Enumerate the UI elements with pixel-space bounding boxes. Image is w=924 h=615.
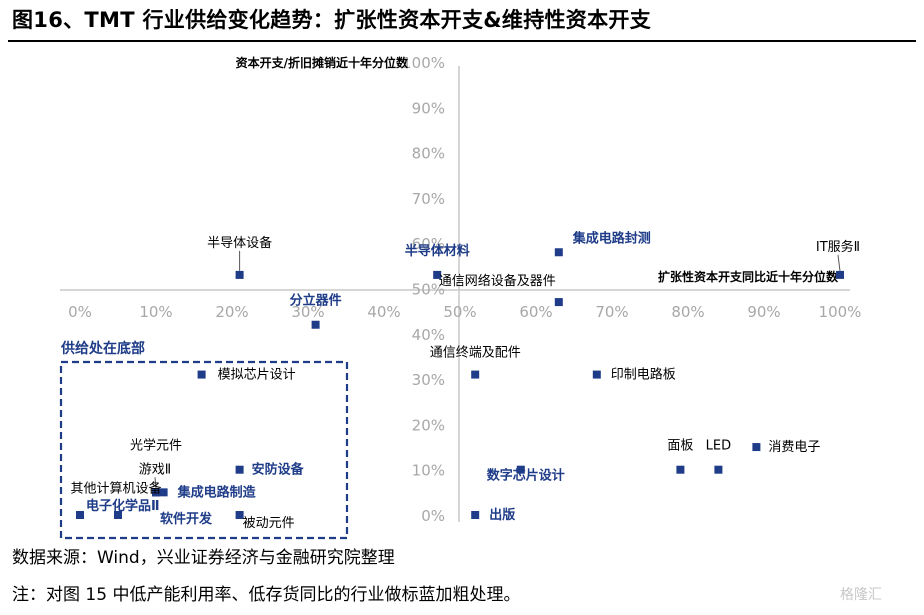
scatter-chart: 0% 10% 20% 30% 40% 50% 60% 70% 80% 90% 100% 0% 10% 20… [59, 54, 861, 540]
y-tick-label: 90% [412, 99, 445, 117]
data-point-marker [714, 465, 723, 474]
x-tick-label: 60% [519, 303, 552, 321]
x-tick-label: 40% [367, 303, 400, 321]
data-source-note: 数据来源：Wind，兴业证券经济与金融研究院整理 [12, 548, 395, 568]
data-point-label: 印制电路板 [611, 367, 676, 383]
data-point-label: 半导体设备 [207, 235, 272, 251]
data-point-label: 面板 [667, 439, 693, 454]
data-point-marker [433, 270, 442, 279]
figure-title: 图16、TMT 行业供给变化趋势：扩张性资本开支&维持性资本开支 [12, 8, 651, 32]
point-group: 通信网络设备及器件 [439, 273, 563, 307]
y-tick-label: 60% [412, 235, 445, 253]
data-point-label: IT服务Ⅱ [816, 239, 860, 255]
y-tick-label: 20% [412, 416, 445, 434]
bottom-supply-box [59, 360, 349, 540]
x-axis-title: 扩张性资本开支同比近十年分位数 [658, 269, 839, 284]
data-point-marker [836, 270, 844, 279]
watermark-logo: 格隆汇 [840, 587, 882, 603]
point-group: 模拟芯片设计 [197, 368, 296, 383]
data-point-label: 被动元件 [243, 516, 295, 531]
data-point-label: 安防设备 [252, 462, 305, 478]
y-tick-label: 30% [412, 371, 445, 389]
x-tick-label: 90% [747, 303, 780, 321]
data-point-label: 分立器件 [290, 293, 342, 309]
leader-line [154, 477, 157, 489]
leader-line [837, 254, 841, 271]
point-group: 消费电子 [752, 440, 820, 455]
data-point-marker [159, 488, 168, 497]
point-group: 集成电路制造 [159, 484, 257, 500]
point-group: 半导体材料 [405, 243, 470, 279]
x-tick-label: 20% [215, 303, 248, 321]
point-group: 分立器件 [290, 293, 342, 329]
axes: 0% 10% 20% 30% 40% 50% 60% 70% 80% 90% 100% 0% 10% 20… [60, 54, 861, 525]
data-point-marker [152, 488, 160, 497]
data-point-label: LED [706, 439, 731, 454]
data-point-marker [752, 443, 761, 452]
data-point-label: 其他计算机设备 [70, 480, 161, 496]
data-point-label: 电子化学品Ⅱ [86, 498, 160, 514]
data-point-marker [311, 320, 320, 329]
data-point-marker [235, 465, 244, 474]
y-tick-label: 80% [412, 145, 445, 163]
x-tick-label: 80% [671, 303, 704, 321]
data-point-marker [676, 465, 685, 474]
y-tick-label: 100% [402, 54, 445, 72]
point-group: 半导体设备 [207, 235, 272, 279]
data-point-marker [516, 465, 525, 474]
x-tick-label: 0% [68, 303, 92, 321]
point-group: 数字芯片设计 [487, 465, 565, 484]
data-point-marker [592, 370, 601, 379]
point-group: 通信终端及配件 [430, 345, 521, 379]
data-point-label: 光学元件 [130, 437, 182, 453]
data-point-marker [554, 248, 563, 257]
data-point-label: 通信网络设备及器件 [439, 273, 556, 289]
footnote: 注：对图 15 中低产能利用率、低存货同比的行业做标蓝加粗处理。 [12, 585, 521, 605]
y-tick-label: 70% [412, 190, 445, 208]
data-point-marker [76, 511, 84, 519]
x-tick-label: 10% [139, 303, 172, 321]
data-point-label: 消费电子 [768, 440, 820, 455]
point-group: 印制电路板 [592, 367, 676, 383]
data-point-label: 出版 [489, 507, 515, 523]
y-tick-label: 10% [412, 462, 445, 480]
point-group: 其他计算机设备 [70, 480, 162, 497]
data-point-label: 半导体材料 [405, 243, 470, 259]
data-point-label: 集成电路封测 [572, 230, 651, 246]
data-point-marker [235, 511, 244, 519]
x-tick-label: 50% [443, 303, 476, 321]
y-tick-label: 0% [421, 507, 445, 525]
point-group: 被动元件 [235, 511, 295, 531]
data-point-marker [197, 370, 206, 379]
data-point-marker [554, 298, 563, 307]
x-tick-label: 70% [595, 303, 628, 321]
data-point-label: 软件开发 [160, 511, 213, 527]
point-group: 安防设备 [235, 462, 305, 478]
y-tick-label: 50% [412, 281, 445, 299]
x-tick-label: 100% [819, 303, 862, 321]
data-point-marker [235, 270, 244, 279]
point-group: 出版 [471, 507, 515, 523]
data-point-marker [471, 370, 480, 379]
point-group: 软件开发 [114, 511, 213, 527]
y-tick-label: 40% [412, 326, 445, 344]
data-point-label: 数字芯片设计 [487, 468, 565, 484]
data-point-label: 通信终端及配件 [430, 345, 521, 361]
point-group: 电子化学品Ⅱ [76, 498, 160, 519]
bottom-supply-box-label: 供给处在底部 [60, 340, 145, 357]
data-point-label: 集成电路制造 [177, 484, 257, 500]
point-group: 面板 [667, 439, 693, 474]
point-group: 集成电路封测 [554, 230, 651, 257]
y-axis-title: 资本开支/折旧摊销近十年分位数 [236, 55, 409, 70]
point-group: LED [706, 439, 731, 474]
title-divider [8, 40, 916, 42]
annotation-box-layer: 供给处在底部 [59, 340, 349, 540]
data-point-marker [471, 511, 480, 519]
x-tick-label: 30% [291, 303, 324, 321]
data-point-label: 游戏Ⅱ [139, 462, 171, 477]
data-point-marker [114, 511, 122, 519]
data-point-label: 模拟芯片设计 [218, 368, 296, 383]
point-group: IT服务Ⅱ [816, 239, 860, 279]
